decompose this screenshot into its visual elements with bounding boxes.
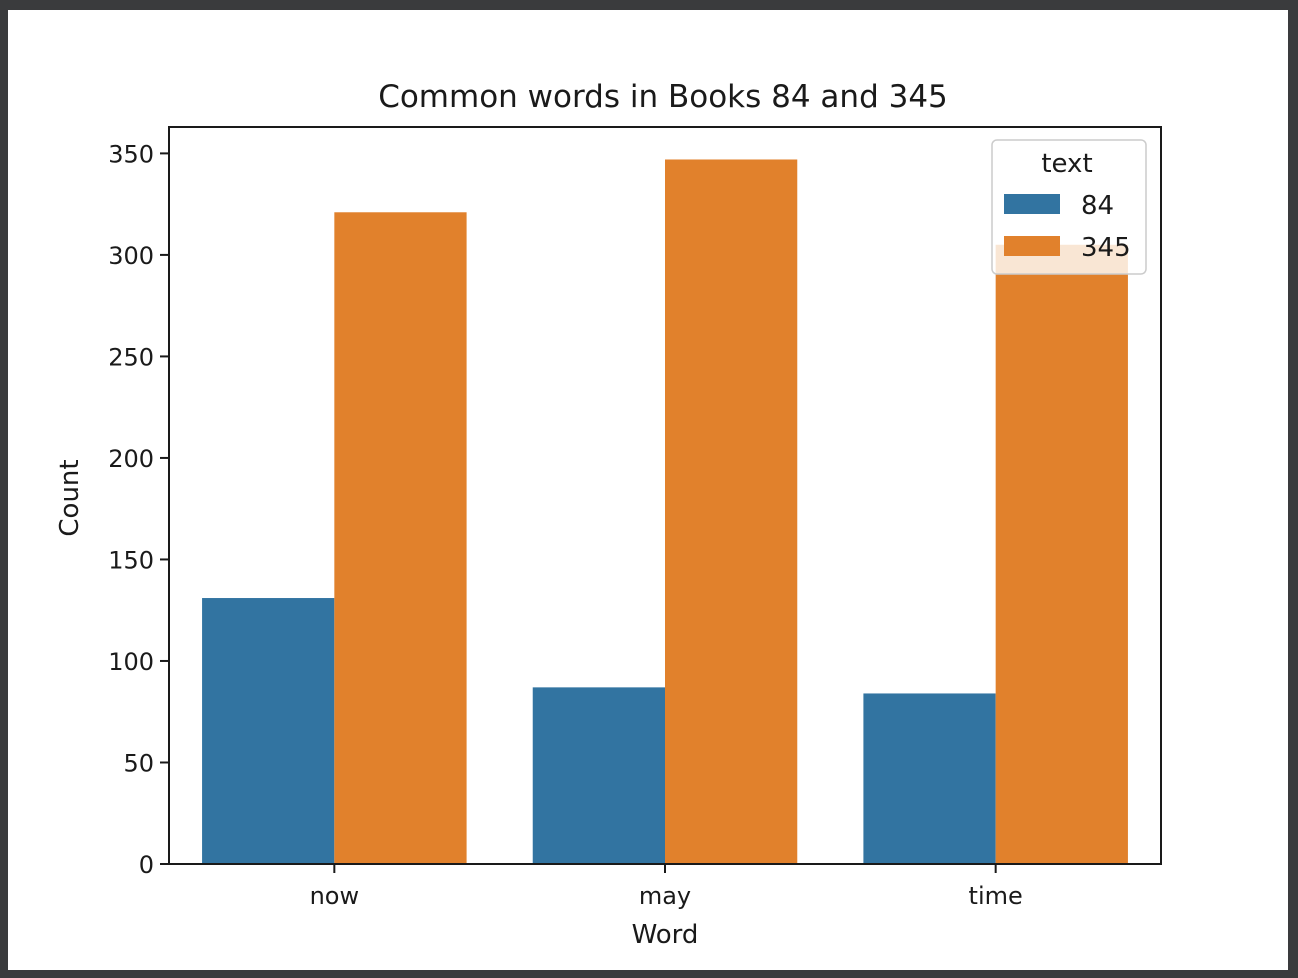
chart-canvas: Common words in Books 84 and 345 0 50 100 1… (8, 10, 1288, 970)
x-tick-label-may: may (639, 882, 691, 910)
bar-now-345 (334, 212, 467, 865)
legend-label-84: 84 (1081, 191, 1114, 221)
x-tick-label-now: now (310, 882, 360, 910)
y-tick-label: 300 (108, 242, 154, 270)
y-tick-label: 50 (123, 749, 154, 777)
legend-label-345: 345 (1081, 233, 1131, 263)
bar-may-345 (665, 159, 798, 864)
legend-swatch-345 (1004, 236, 1060, 256)
chart-svg: Common words in Books 84 and 345 0 50 100 1… (55, 79, 1162, 950)
y-tick-label: 350 (108, 140, 154, 168)
bar-time-345 (995, 244, 1128, 864)
y-axis-label: Count (55, 459, 85, 536)
chart-title: Common words in Books 84 and 345 (378, 79, 948, 115)
bar-time-84 (863, 693, 996, 864)
legend-swatch-84 (1004, 194, 1060, 214)
y-tick-label: 250 (108, 343, 154, 371)
x-axis-label: Word (632, 920, 699, 950)
y-tick-label: 200 (108, 445, 154, 473)
x-tick-label-time: time (969, 882, 1023, 910)
bar-may-84 (532, 687, 665, 864)
y-tick-label: 0 (139, 851, 154, 879)
bars-group (202, 159, 1128, 865)
legend-title: text (1041, 149, 1092, 179)
y-axis-ticks: 0 50 100 150 200 250 300 350 (108, 140, 169, 879)
x-axis-ticks: now may time (310, 864, 1023, 910)
y-tick-label: 100 (108, 648, 154, 676)
bar-now-84 (202, 598, 335, 864)
legend: text 84 345 (991, 139, 1147, 275)
y-tick-label: 150 (108, 546, 154, 574)
